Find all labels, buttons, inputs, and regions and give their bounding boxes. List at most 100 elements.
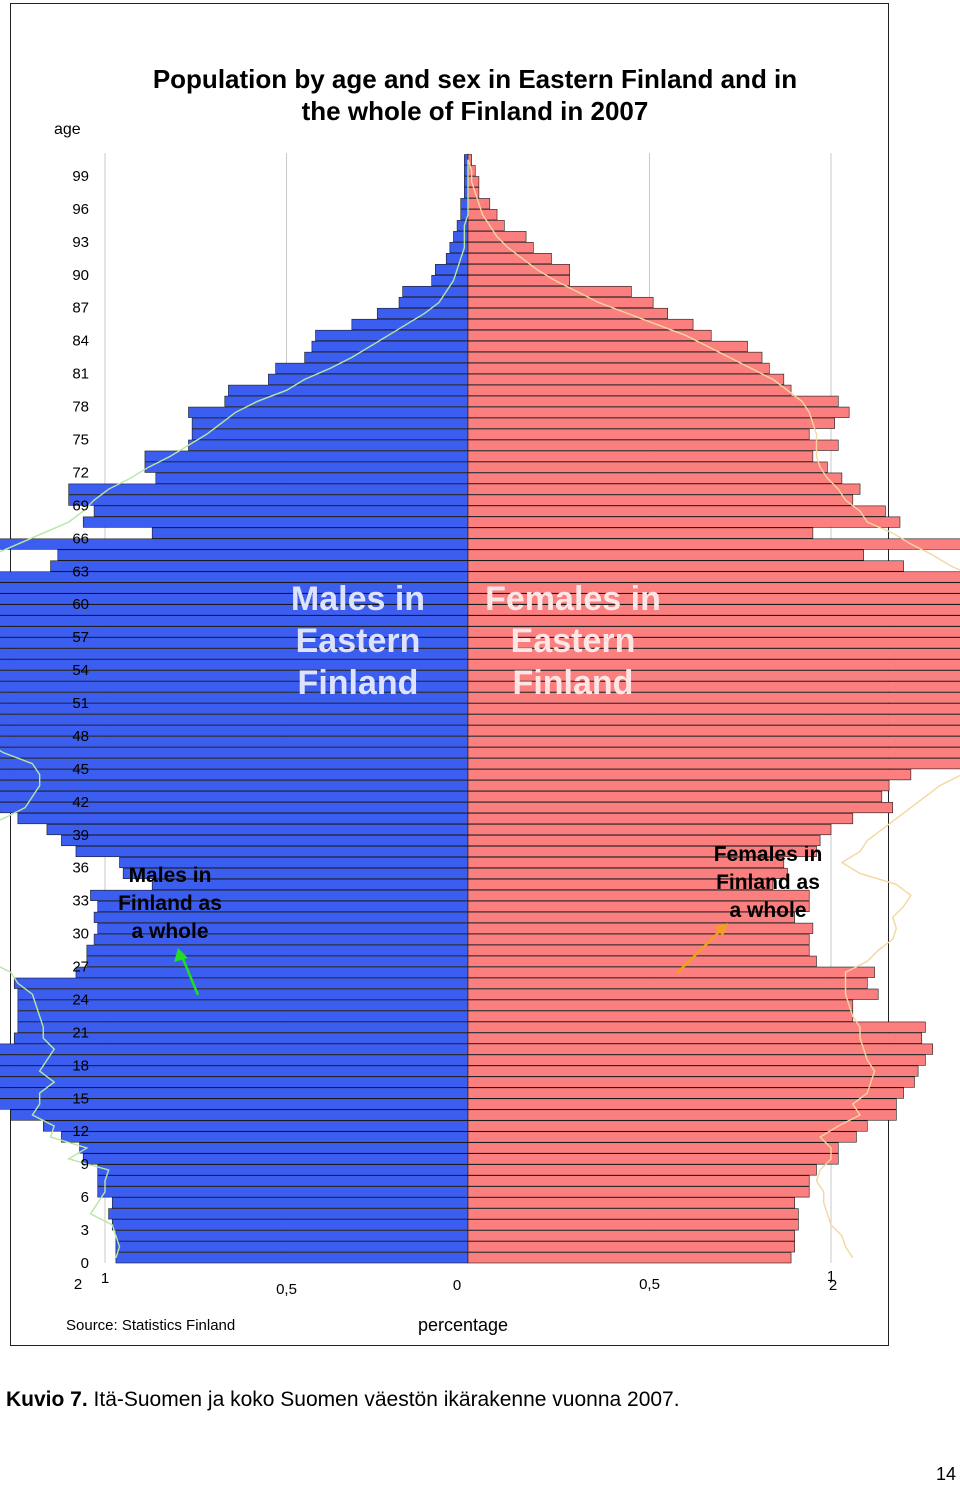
bar-female-age-59 <box>467 604 960 616</box>
bar-female-age-13 <box>467 1109 897 1121</box>
bar-female-age-52 <box>467 681 960 693</box>
bar-male-age-92 <box>449 242 469 254</box>
bar-female-age-49 <box>467 714 960 726</box>
bar-male-age-7 <box>97 1175 469 1187</box>
bar-male-age-1 <box>115 1241 469 1253</box>
bar-female-age-62 <box>467 571 960 583</box>
bar-female-age-50 <box>467 703 960 715</box>
bar-male-age-2 <box>115 1230 469 1242</box>
label-females-finland-line-1: Females in <box>714 843 823 866</box>
bar-female-age-79 <box>467 384 792 396</box>
bar-female-age-31 <box>467 911 796 923</box>
bar-female-age-10 <box>467 1142 839 1154</box>
y-tick-label: 42 <box>72 794 89 811</box>
y-tick-label: 36 <box>72 860 89 877</box>
bar-female-age-9 <box>467 1153 839 1165</box>
chart-title-line-2: the whole of Finland in 2007 <box>302 96 649 126</box>
y-tick-label: 48 <box>72 728 89 745</box>
bar-female-age-56 <box>467 637 960 649</box>
bar-female-age-92 <box>467 242 534 254</box>
bar-male-age-16 <box>0 1076 469 1088</box>
y-tick-label: 57 <box>72 629 89 646</box>
bar-male-age-43 <box>0 780 469 792</box>
x-tick-label: 0 <box>453 1277 461 1294</box>
bar-female-age-65 <box>467 538 960 550</box>
males-finland-arrowhead <box>174 948 188 962</box>
bar-male-age-91 <box>445 253 469 265</box>
bar-male-age-85 <box>351 318 469 331</box>
y-tick-label: 30 <box>72 926 89 943</box>
bar-male-age-96 <box>460 198 469 210</box>
label-females-finland-line-3: a whole <box>729 899 806 922</box>
bar-male-age-14 <box>0 1098 469 1110</box>
bar-female-age-15 <box>467 1087 904 1099</box>
bar-male-age-4 <box>108 1208 469 1220</box>
bar-male-age-50 <box>0 703 469 715</box>
y-tick-label: 12 <box>72 1123 89 1140</box>
bar-male-age-94 <box>456 220 469 232</box>
bar-male-age-25 <box>13 977 469 989</box>
bar-female-age-8 <box>467 1164 817 1176</box>
bar-female-age-33 <box>467 889 810 901</box>
bar-female-age-30 <box>467 922 814 934</box>
bar-male-age-79 <box>228 384 469 396</box>
y-tick-label: 0 <box>81 1255 89 1272</box>
bar-female-age-60 <box>467 593 960 605</box>
y-tick-label: 90 <box>72 267 89 284</box>
bar-female-age-16 <box>467 1076 915 1088</box>
bar-male-age-72 <box>144 461 469 473</box>
bar-male-age-84 <box>315 329 469 341</box>
y-tick-label: 3 <box>81 1222 89 1239</box>
bar-male-age-68 <box>93 505 469 517</box>
label-males-eastern: Males in Eastern Finland <box>291 580 425 702</box>
bar-female-age-86 <box>467 307 668 320</box>
y-tick-label: 66 <box>72 530 89 547</box>
y-tick-label: 78 <box>72 399 89 416</box>
x-tick-label: 1 <box>827 1268 835 1285</box>
bar-female-age-35 <box>467 867 788 879</box>
bar-female-age-26 <box>467 966 875 978</box>
bar-female-age-37 <box>467 845 817 858</box>
bar-male-age-39 <box>46 823 469 836</box>
bar-male-age-40 <box>17 813 469 825</box>
y-tick-label: 99 <box>72 168 89 185</box>
y-tick-label: 84 <box>72 333 89 350</box>
bar-female-age-57 <box>467 626 960 638</box>
bar-female-age-11 <box>467 1131 857 1143</box>
bar-male-age-70 <box>68 483 469 495</box>
label-females-eastern-line-3: Finland <box>513 664 634 702</box>
y-tick-label: 72 <box>72 464 89 481</box>
bar-female-age-40 <box>467 813 854 825</box>
bar-female-age-82 <box>467 351 763 363</box>
bar-female-age-27 <box>467 955 817 967</box>
bar-female-age-32 <box>467 900 810 912</box>
bar-female-age-1 <box>467 1241 796 1253</box>
bar-male-age-3 <box>111 1219 469 1231</box>
caption-label: Kuvio 7. <box>6 1388 88 1411</box>
bar-female-age-83 <box>467 340 748 352</box>
bar-male-age-73 <box>144 450 469 462</box>
bar-male-age-74 <box>188 439 469 451</box>
line-males-finland <box>0 159 469 1258</box>
bar-male-age-48 <box>0 725 469 737</box>
bar-female-age-63 <box>467 560 904 572</box>
males-finland-arrow <box>179 953 200 996</box>
bar-male-age-65 <box>0 538 469 550</box>
bar-male-age-15 <box>0 1087 469 1099</box>
label-females-eastern-line-1: Females in <box>485 580 661 618</box>
bar-female-age-43 <box>467 780 890 792</box>
bar-female-age-29 <box>467 933 810 945</box>
bar-female-age-4 <box>467 1208 799 1220</box>
bar-male-age-76 <box>191 417 469 429</box>
page-number: 14 <box>935 1464 956 1484</box>
label-males-finland-line-3: a whole <box>131 920 208 943</box>
y-tick-label: 96 <box>72 201 89 218</box>
bar-female-age-81 <box>467 362 770 374</box>
bar-male-age-45 <box>0 758 469 770</box>
bar-male-age-90 <box>435 264 469 276</box>
bar-male-age-63 <box>50 560 469 572</box>
y-tick-label: 51 <box>72 695 89 712</box>
y-tick-label: 75 <box>72 432 89 449</box>
y-tick-label: 6 <box>81 1189 89 1206</box>
finland-whole-lines <box>0 159 960 1259</box>
